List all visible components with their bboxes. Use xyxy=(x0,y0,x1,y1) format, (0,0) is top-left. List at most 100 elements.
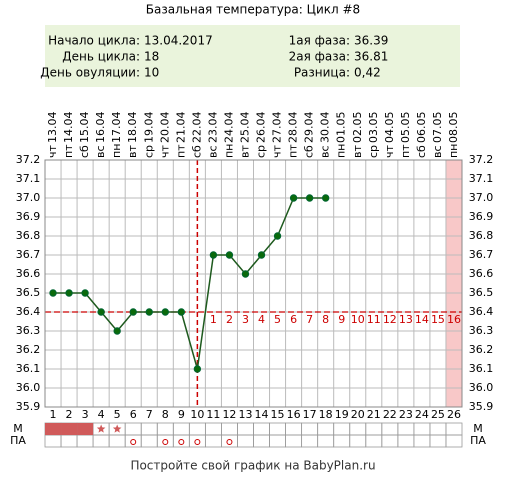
y-tick-label: 35.9 xyxy=(16,400,41,413)
phase-day-label: 10 xyxy=(351,313,365,326)
weekday-label: пт xyxy=(399,144,412,158)
weekday-label: чт xyxy=(46,145,59,158)
y-tick-label: 36.9 xyxy=(16,210,41,223)
row-cell xyxy=(301,422,319,436)
date-label: 15.04 xyxy=(78,112,91,144)
row-cell xyxy=(124,434,142,448)
date-label: 03.05 xyxy=(367,112,380,144)
temperature-point xyxy=(81,289,89,297)
info-value: 10 xyxy=(144,66,159,80)
row-cell xyxy=(285,422,303,436)
pa-mark xyxy=(194,439,201,445)
temperature-point xyxy=(209,251,218,259)
row-cell xyxy=(349,422,367,436)
day-label: 13 xyxy=(238,408,252,421)
temperature-point xyxy=(225,251,234,259)
weekday-label: пт xyxy=(287,144,300,158)
y-tick-label: 36.8 xyxy=(16,229,41,242)
info-box xyxy=(45,25,460,87)
day-label: 20 xyxy=(351,408,365,421)
y-tick-label: 36.2 xyxy=(16,343,41,356)
y-tick-label: 36.0 xyxy=(16,381,41,394)
weekday-label: вс xyxy=(431,145,444,158)
info-label: Начало цикла: xyxy=(48,34,140,48)
temperature-point xyxy=(305,194,314,202)
row-cell xyxy=(365,434,383,448)
date-label: 29.04 xyxy=(303,112,316,144)
date-label: 05.05 xyxy=(399,112,412,144)
star-mark xyxy=(96,424,106,433)
phase-day-label: 8 xyxy=(322,313,329,326)
day-label: 3 xyxy=(82,408,89,421)
info-label: День цикла: xyxy=(62,50,140,64)
weekday-label: сб xyxy=(415,145,428,158)
weekday-label: пн xyxy=(447,144,460,158)
row-cell xyxy=(108,434,126,448)
y-tick-label-right: 36.2 xyxy=(469,343,494,356)
weekday-label: ср xyxy=(367,145,380,158)
row-cell xyxy=(188,434,206,448)
date-label: 19.04 xyxy=(142,112,155,144)
weekday-label: пн xyxy=(335,144,348,158)
day-label: 18 xyxy=(319,408,333,421)
day-label: 22 xyxy=(383,408,397,421)
date-label: 14.04 xyxy=(62,112,75,144)
row-cell xyxy=(317,422,335,436)
row-cell xyxy=(140,434,158,448)
row-cell xyxy=(365,422,383,436)
menstruation-cell xyxy=(45,423,62,435)
row-cell xyxy=(76,434,94,448)
day-label: 21 xyxy=(367,408,381,421)
info-label: 2ая фаза: xyxy=(289,50,350,64)
date-label: 08.05 xyxy=(447,112,460,144)
row-cell xyxy=(60,434,78,448)
phase-day-label: 1 xyxy=(210,313,217,326)
plot-frame xyxy=(44,159,463,408)
info-label: День овуляции: xyxy=(40,66,140,80)
weekday-label: пн xyxy=(222,144,235,158)
pa-mark xyxy=(178,439,185,445)
day-label: 25 xyxy=(431,408,445,421)
date-label: 17.04 xyxy=(110,112,123,144)
star-mark xyxy=(112,424,122,433)
row-cell xyxy=(253,422,270,436)
row-cell xyxy=(204,434,222,448)
pa-mark xyxy=(130,439,137,445)
weekday-label: ср xyxy=(255,145,268,158)
phase-day-label: 9 xyxy=(338,313,345,326)
info-value: 18 xyxy=(144,50,159,64)
weekday-label: вс xyxy=(319,145,332,158)
day-label: 23 xyxy=(399,408,413,421)
day-label: 9 xyxy=(178,408,185,421)
row-cell xyxy=(301,434,319,448)
temperature-point xyxy=(129,308,137,316)
date-label: 04.05 xyxy=(383,112,396,144)
temperature-line xyxy=(53,197,326,370)
row-cell xyxy=(397,434,415,448)
row-label: М xyxy=(13,422,23,435)
info-label: 1ая фаза: xyxy=(289,34,350,48)
row-cell xyxy=(92,434,110,448)
temperature-point xyxy=(145,308,153,316)
temperature-point xyxy=(97,308,105,316)
chart-title: Базальная температура: Цикл #8 xyxy=(146,3,360,17)
info-value: 36.81 xyxy=(354,50,388,64)
row-cell xyxy=(333,422,351,436)
row-cell xyxy=(172,434,190,448)
date-label: 23.04 xyxy=(206,112,219,144)
y-tick-label-right: 36.8 xyxy=(469,229,494,242)
date-label: 18.04 xyxy=(126,112,139,144)
temperature-point xyxy=(241,270,250,278)
day-label: 19 xyxy=(335,408,349,421)
weekday-label: чт xyxy=(383,145,396,158)
row-cell xyxy=(221,422,238,436)
weekday-label: пт xyxy=(62,144,75,158)
row-cell xyxy=(44,434,62,448)
temperature-point xyxy=(65,289,73,297)
y-tick-label: 37.1 xyxy=(16,172,41,185)
day-label: 12 xyxy=(222,408,236,421)
y-tick-label: 36.6 xyxy=(16,267,41,280)
row-cell xyxy=(188,422,206,436)
phase-day-label: 14 xyxy=(415,313,429,326)
row-cell xyxy=(172,422,190,436)
